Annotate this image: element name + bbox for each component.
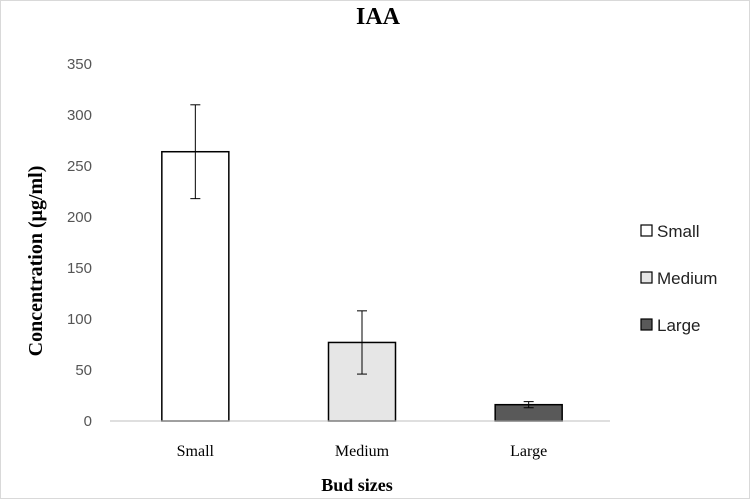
error-bar-medium — [357, 310, 367, 375]
x-tick-label-large: Large — [510, 443, 547, 460]
legend-entry-small: Small — [640, 222, 700, 241]
y-axis: 0 50 100 150 200 250 300 350 — [67, 56, 92, 430]
legend-label-medium: Medium — [657, 269, 717, 288]
x-axis-label: Bud sizes — [321, 475, 393, 495]
error-bar-small — [190, 104, 201, 200]
y-axis-label: Concentration (μg/ml) — [25, 166, 47, 357]
legend-entry-large: Large — [640, 316, 700, 335]
legend-swatch-small — [640, 224, 653, 237]
x-axis-categories: Small Medium Large — [177, 443, 548, 460]
x-tick-label-medium: Medium — [335, 443, 390, 460]
y-tick-label-100: 100 — [67, 311, 92, 328]
legend-swatch-medium — [640, 271, 653, 284]
y-tick-label-300: 300 — [67, 107, 92, 124]
y-tick-label-200: 200 — [67, 209, 92, 226]
error-bar-large — [523, 401, 534, 409]
y-tick-label-250: 250 — [67, 158, 92, 175]
legend-swatch-large — [640, 318, 653, 331]
legend-entry-medium: Medium — [640, 269, 717, 288]
y-tick-label-50: 50 — [75, 362, 92, 379]
y-tick-label-0: 0 — [84, 413, 92, 430]
bars-group — [161, 104, 563, 422]
x-tick-label-small: Small — [177, 443, 215, 460]
y-tick-label-350: 350 — [67, 56, 92, 73]
legend-label-large: Large — [657, 316, 700, 335]
chart-title: IAA — [356, 4, 401, 30]
y-tick-label-150: 150 — [67, 260, 92, 277]
legend-label-small: Small — [657, 222, 700, 241]
legend: Small Medium Large — [640, 222, 717, 335]
